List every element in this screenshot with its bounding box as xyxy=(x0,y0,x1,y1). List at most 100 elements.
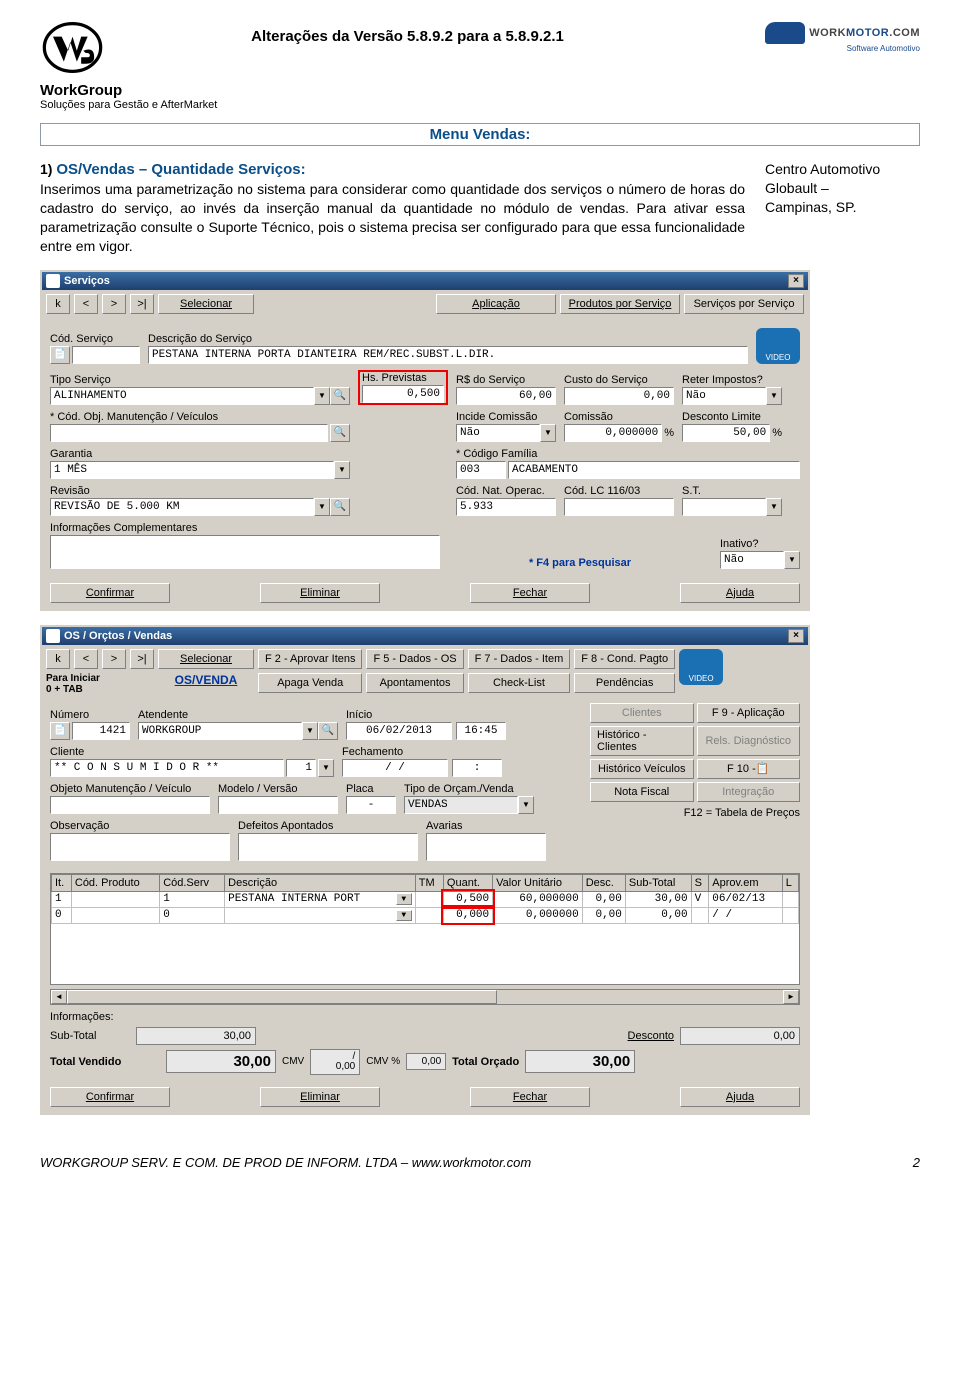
dropdown-icon[interactable]: ▼ xyxy=(318,759,334,777)
incide-input[interactable]: Não xyxy=(456,424,540,442)
numero-lookup-button[interactable]: 📄 xyxy=(50,722,70,740)
table-row[interactable]: 11PESTANA INTERNA PORT▼0,50060,0000000,0… xyxy=(52,891,799,907)
desclim-input[interactable]: 50,00 xyxy=(682,424,770,442)
eliminar-button[interactable]: Eliminar xyxy=(260,583,380,603)
hist-veiculos-button[interactable]: Histórico Veículos xyxy=(590,759,694,779)
confirmar-button[interactable]: Confirmar xyxy=(50,1087,170,1107)
dropdown-icon[interactable]: ▼ xyxy=(396,893,412,905)
selecionar-button[interactable]: Selecionar xyxy=(158,294,254,314)
dropdown-icon[interactable]: ▼ xyxy=(784,551,800,569)
grid-cell[interactable]: 0,000000 xyxy=(493,907,583,923)
apaga-venda-button[interactable]: Apaga Venda xyxy=(258,673,362,693)
grid-cell[interactable] xyxy=(71,907,159,923)
fech-date-input[interactable]: / / xyxy=(342,759,448,777)
inicio-date-input[interactable]: 06/02/2013 xyxy=(346,722,452,740)
inicio-time-input[interactable]: 16:45 xyxy=(456,722,506,740)
dropdown-icon[interactable]: ▼ xyxy=(766,498,782,516)
f10-button[interactable]: F 10 - 📋 xyxy=(697,759,801,779)
dropdown-icon[interactable]: ▼ xyxy=(314,387,330,405)
items-grid[interactable]: It.Cód. ProdutoCód.ServDescriçãoTMQuant.… xyxy=(50,873,800,985)
st-input[interactable] xyxy=(682,498,766,516)
nota-fiscal-button[interactable]: Nota Fiscal xyxy=(590,782,694,802)
grid-cell[interactable]: 1 xyxy=(52,891,72,907)
placa-input[interactable]: - xyxy=(346,796,396,814)
obj-input[interactable] xyxy=(50,796,210,814)
modelo-input[interactable] xyxy=(218,796,338,814)
ajuda-button[interactable]: Ajuda xyxy=(680,583,800,603)
comissao-input[interactable]: 0,000000 xyxy=(564,424,662,442)
checklist-button[interactable]: Check-List xyxy=(468,673,571,693)
nav-last-button[interactable]: >| xyxy=(130,294,154,314)
grid-cell[interactable] xyxy=(71,891,159,907)
info-input[interactable] xyxy=(50,535,440,569)
grid-cell[interactable]: 06/02/13 xyxy=(709,891,783,907)
def-input[interactable] xyxy=(238,833,418,861)
grid-cell[interactable]: 30,00 xyxy=(625,891,691,907)
cod-servico-input[interactable] xyxy=(72,346,140,364)
tipo-servico-input[interactable]: ALINHAMENTO xyxy=(50,387,314,405)
table-row[interactable]: 00▼0,0000,0000000,000,00/ / xyxy=(52,907,799,923)
fech-time-input[interactable]: : xyxy=(452,759,502,777)
dropdown-icon[interactable]: ▼ xyxy=(302,722,318,740)
atend-lookup-button[interactable]: 🔍 xyxy=(318,722,338,740)
numero-input[interactable]: 1421 xyxy=(72,722,130,740)
close-icon[interactable]: × xyxy=(788,629,804,643)
grid-cell[interactable] xyxy=(782,891,798,907)
nav-next-button[interactable]: > xyxy=(102,294,126,314)
grid-cell[interactable]: 0,00 xyxy=(625,907,691,923)
video-icon[interactable]: VIDEO xyxy=(679,649,723,685)
f7-button[interactable]: F 7 - Dados - Item xyxy=(468,649,571,669)
custo-servico-input[interactable]: 0,00 xyxy=(564,387,674,405)
close-icon[interactable]: × xyxy=(788,274,804,288)
produtos-por-servico-button[interactable]: Produtos por Serviço xyxy=(560,294,680,314)
grid-cell[interactable] xyxy=(415,907,443,923)
fam-input[interactable]: ACABAMENTO xyxy=(508,461,800,479)
nav-last-button[interactable]: >| xyxy=(130,649,154,669)
inativo-input[interactable]: Não xyxy=(720,551,784,569)
codfam-input[interactable]: 003 xyxy=(456,461,506,479)
confirmar-button[interactable]: Confirmar xyxy=(50,583,170,603)
dropdown-icon[interactable]: ▼ xyxy=(766,387,782,405)
ava-input[interactable] xyxy=(426,833,546,861)
revisao-lookup-button[interactable]: 🔍 xyxy=(330,498,350,516)
dropdown-icon[interactable]: ▼ xyxy=(540,424,556,442)
obs-input[interactable] xyxy=(50,833,230,861)
f8-button[interactable]: F 8 - Cond. Pagto xyxy=(574,649,675,669)
codnat-input[interactable]: 5.933 xyxy=(456,498,556,516)
nav-first-button[interactable]: k xyxy=(46,294,70,314)
revisao-input[interactable]: REVISÃO DE 5.000 KM xyxy=(50,498,314,516)
codlc-input[interactable] xyxy=(564,498,674,516)
dropdown-icon[interactable]: ▼ xyxy=(396,910,412,921)
grid-cell[interactable]: 0,500 xyxy=(443,891,492,907)
grid-cell[interactable]: / / xyxy=(709,907,783,923)
grid-cell[interactable]: V xyxy=(691,891,709,907)
garantia-input[interactable]: 1 MÊS xyxy=(50,461,334,479)
desc-servico-input[interactable]: PESTANA INTERNA PORTA DIANTEIRA REM/REC.… xyxy=(148,346,748,364)
f5-button[interactable]: F 5 - Dados - OS xyxy=(366,649,463,669)
video-icon[interactable]: VIDEO xyxy=(756,328,800,364)
nav-first-button[interactable]: k xyxy=(46,649,70,669)
atendente-input[interactable]: WORKGROUP xyxy=(138,722,302,740)
grid-cell[interactable] xyxy=(691,907,709,923)
dropdown-icon[interactable]: ▼ xyxy=(518,796,534,814)
nav-prev-button[interactable]: < xyxy=(74,294,98,314)
selecionar-button[interactable]: Selecionar xyxy=(158,649,254,669)
grid-cell[interactable]: PESTANA INTERNA PORT▼ xyxy=(225,891,416,907)
grid-cell[interactable] xyxy=(782,907,798,923)
grid-cell[interactable]: 0 xyxy=(52,907,72,923)
grid-cell[interactable]: 1 xyxy=(160,891,225,907)
dropdown-icon[interactable]: ▼ xyxy=(334,461,350,479)
eliminar-button[interactable]: Eliminar xyxy=(260,1087,380,1107)
fechar-button[interactable]: Fechar xyxy=(470,583,590,603)
grid-cell[interactable]: 0,00 xyxy=(582,891,625,907)
grid-cell[interactable]: 0 xyxy=(160,907,225,923)
scroll-right-icon[interactable]: ► xyxy=(783,990,799,1004)
grid-cell[interactable]: 0,000 xyxy=(443,907,492,923)
ajuda-button[interactable]: Ajuda xyxy=(680,1087,800,1107)
osvenda-link[interactable]: OS/VENDA xyxy=(158,673,254,687)
grid-cell[interactable] xyxy=(415,891,443,907)
fechar-button[interactable]: Fechar xyxy=(470,1087,590,1107)
grid-cell[interactable]: 0,00 xyxy=(582,907,625,923)
cod-lookup-button[interactable]: 📄 xyxy=(50,346,70,364)
apontamentos-button[interactable]: Apontamentos xyxy=(366,673,463,693)
